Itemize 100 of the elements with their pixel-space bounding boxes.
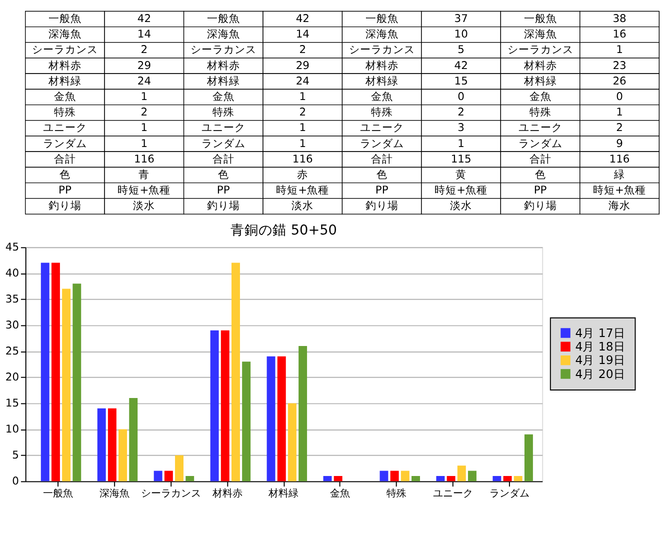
- bar: [129, 398, 138, 482]
- bar: [154, 470, 162, 482]
- text: 37: [454, 12, 468, 25]
- text: 黄: [456, 168, 467, 181]
- text: 材料緑: [364, 74, 398, 88]
- text: 42: [296, 12, 310, 25]
- text: 色: [376, 168, 388, 181]
- bar: [118, 429, 128, 482]
- text: 時短+魚種: [276, 184, 330, 197]
- x-tick-label: 深海魚: [99, 487, 130, 500]
- text: ランダム: [42, 136, 87, 150]
- text: 合計: [370, 152, 393, 166]
- text: 26: [612, 74, 627, 88]
- text: 一般魚: [524, 12, 557, 25]
- text: 材料赤: [522, 58, 557, 72]
- bar: [220, 330, 230, 482]
- y-tick-label: 15: [5, 396, 20, 410]
- x-tick-label: シーラカンス: [140, 488, 201, 500]
- text: PP: [534, 184, 548, 197]
- bar: [390, 470, 399, 482]
- bar: [412, 476, 420, 482]
- bar: [400, 470, 410, 482]
- text: ランダム: [518, 136, 562, 150]
- bar: [334, 476, 342, 482]
- text: ランダム: [360, 136, 404, 150]
- bar: [457, 466, 466, 482]
- text: 24: [296, 74, 310, 88]
- text: 深海魚: [48, 28, 82, 41]
- y-tick-label: 40: [5, 266, 20, 280]
- text: 一般魚: [365, 12, 398, 25]
- bar: [186, 476, 194, 482]
- text: 2: [140, 106, 148, 119]
- text: 色: [218, 168, 229, 181]
- text: PP: [216, 184, 230, 197]
- x-tick-label: 一般魚: [42, 487, 73, 500]
- text: 1: [458, 136, 464, 150]
- text: ユニーク: [518, 121, 562, 134]
- y-tick-label: 0: [12, 474, 20, 488]
- text: 0: [458, 90, 465, 103]
- bar: [323, 476, 332, 482]
- text: 1: [299, 121, 306, 134]
- text: 金魚: [370, 90, 393, 103]
- text: 2: [616, 121, 623, 134]
- text: 材料緑: [522, 74, 557, 88]
- bar: [277, 356, 286, 482]
- text: 1: [140, 121, 148, 134]
- chart-title: 青銅の錨 50+50: [230, 222, 337, 239]
- text: 一般魚: [48, 12, 82, 25]
- text: PP: [375, 184, 389, 197]
- bar: [468, 470, 476, 482]
- text: 特殊: [212, 106, 234, 119]
- text: ユニーク: [360, 121, 404, 134]
- text: 深海魚: [206, 28, 240, 41]
- text: 0: [616, 90, 624, 103]
- bar: [62, 288, 71, 482]
- text: 2: [299, 106, 306, 119]
- text: シーラカンス: [348, 43, 415, 56]
- legend-label: 4月 19日: [575, 353, 626, 368]
- text: 色: [59, 168, 70, 181]
- bar: [446, 476, 456, 482]
- text: 特殊: [529, 106, 552, 119]
- y-tick-label: 45: [5, 240, 20, 254]
- text: 時短+魚種: [118, 184, 171, 197]
- text: 淡水: [450, 199, 472, 212]
- text: 10: [454, 28, 468, 41]
- text: 時短+魚種: [593, 184, 646, 197]
- x-tick-label: ユニーク: [433, 488, 474, 500]
- text: 合計: [212, 152, 234, 166]
- text: 38: [612, 12, 627, 25]
- text: 赤: [297, 168, 308, 181]
- text: 29: [296, 58, 310, 72]
- text: 9: [616, 136, 624, 150]
- text: 2: [299, 43, 306, 56]
- text: ユニーク: [42, 121, 87, 134]
- text: 材料緑: [47, 74, 82, 88]
- bar: [175, 455, 184, 482]
- text: 116: [292, 152, 314, 166]
- text: 1: [299, 136, 306, 150]
- text: 釣り場: [206, 199, 240, 212]
- text: 材料赤: [47, 58, 82, 72]
- bar: [514, 476, 522, 482]
- legend-label: 4月 17日: [575, 326, 626, 340]
- text: 特殊: [370, 106, 393, 119]
- bar: [492, 476, 502, 482]
- text: 42: [137, 12, 152, 25]
- x-tick-label: 材料緑: [268, 487, 299, 500]
- bar: [40, 262, 50, 482]
- text: シーラカンス: [32, 43, 98, 56]
- text: 色: [534, 168, 546, 181]
- text: 金魚: [212, 90, 234, 103]
- text: 29: [137, 58, 152, 72]
- text: シーラカンス: [507, 43, 574, 56]
- text: 24: [137, 74, 152, 88]
- text: 14: [137, 28, 152, 41]
- text: 15: [454, 74, 468, 88]
- text: 緑: [613, 168, 626, 181]
- text: 1: [299, 90, 306, 103]
- text: シーラカンス: [190, 43, 256, 56]
- text: 合計: [529, 152, 552, 166]
- x-tick-label: 材料赤: [211, 487, 242, 500]
